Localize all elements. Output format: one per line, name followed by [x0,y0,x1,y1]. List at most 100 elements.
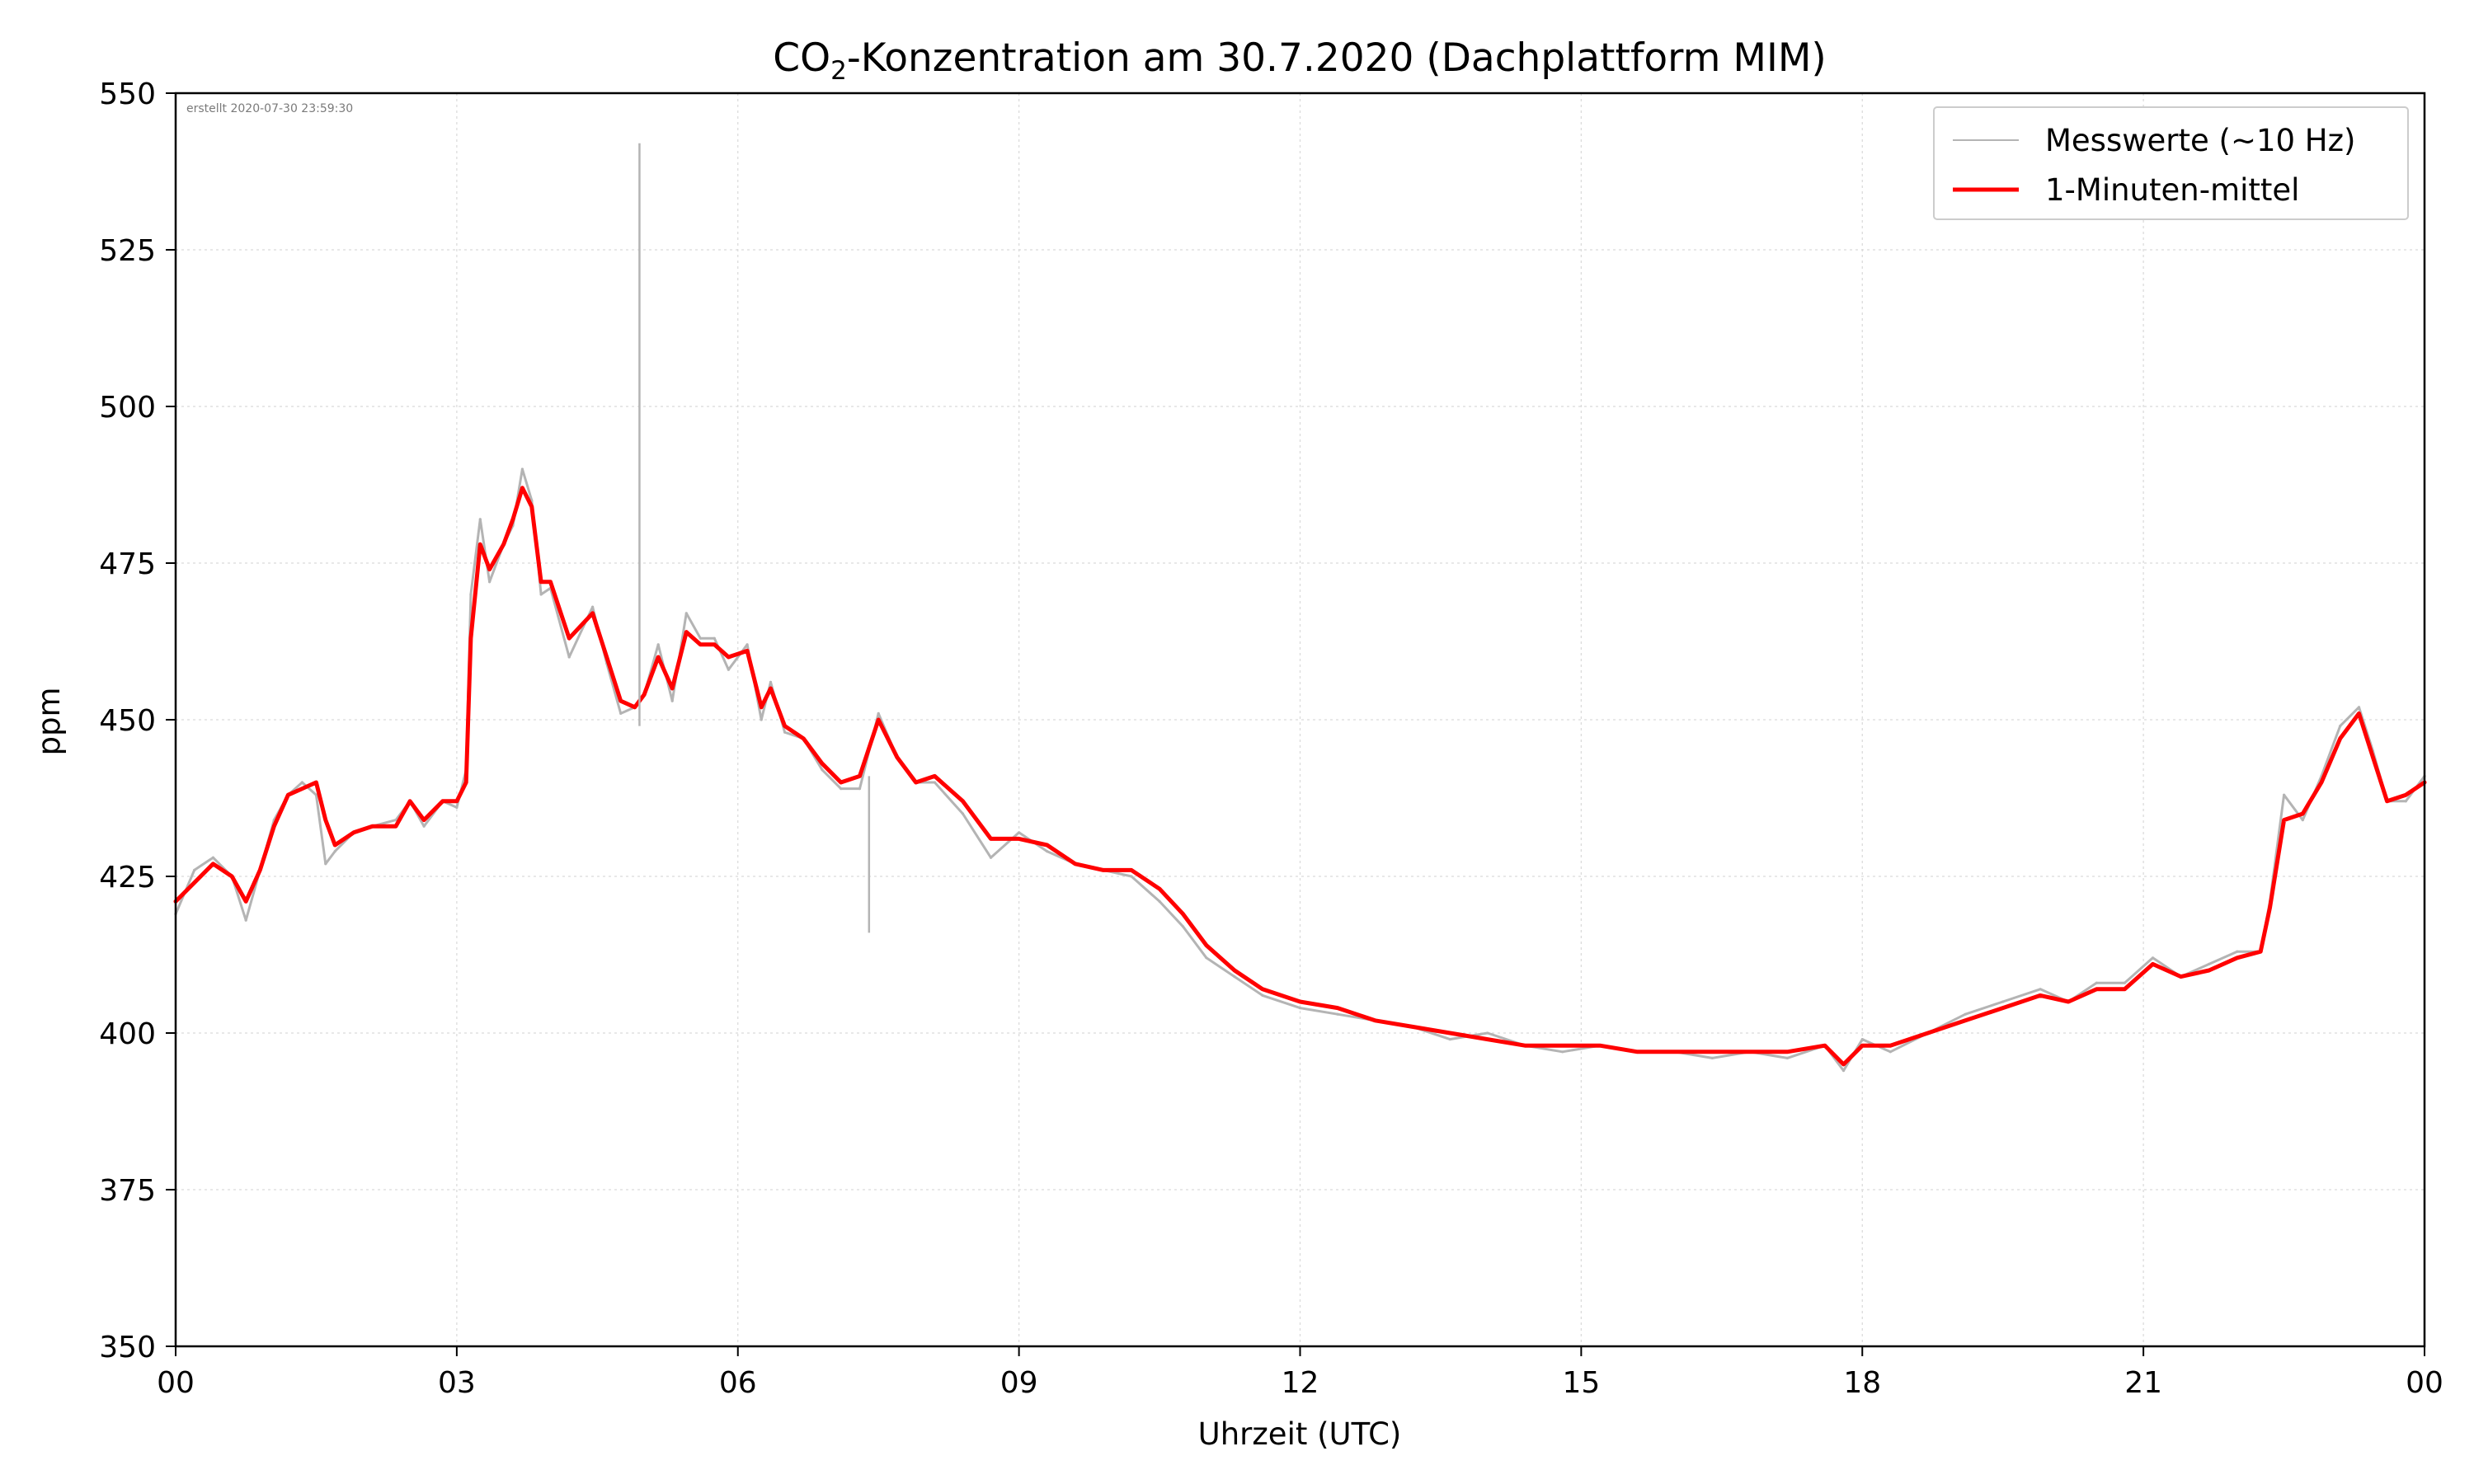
x-tick-label-5: 15 [1562,1366,1600,1400]
raw-data-point [989,856,993,859]
raw-data-point [1448,1038,1451,1041]
raw-data-point [769,680,773,684]
raw-data-point [211,856,214,859]
raw-data-point [2151,956,2155,960]
raw-data-point [1841,1069,1846,1073]
raw-data-point [1860,1038,1864,1041]
y-tick-label-8: 550 [99,77,156,111]
y-axis-label: ppm [31,687,67,755]
y-tick-label-4: 450 [99,704,156,738]
raw-data-point [745,643,749,646]
raw-data-point [783,730,787,734]
raw-data-point [2404,800,2407,803]
x-tick-label-8: 00 [2406,1366,2443,1400]
legend-frame [1933,106,2409,220]
raw-data-point [961,812,965,815]
raw-data-point [933,781,936,784]
axes: 00 03 06 09 12 15 18 21 003503754004254504755005… [99,77,2443,1400]
raw-data-point [300,781,303,784]
raw-data-point [840,787,843,791]
raw-data-point [760,718,763,721]
x-tick-label-7: 21 [2124,1366,2162,1400]
raw-data-point [1158,899,1161,903]
raw-data-point [567,655,571,659]
x-tick-label-1: 03 [438,1366,476,1400]
raw-data-point [670,699,674,702]
raw-data-point [1181,925,1185,928]
x-tick-label-2: 06 [719,1366,757,1400]
raw-data-point [713,636,716,640]
raw-data-point [2339,725,2342,728]
x-tick-label-4: 12 [1282,1366,1319,1400]
raw-data-point [1298,1007,1302,1010]
raw-data-point [2039,988,2042,991]
raw-data-point [2357,706,2361,709]
raw-data-point [324,862,327,866]
raw-data-point [314,793,317,796]
raw-data-point [2123,981,2126,984]
y-tick-label-3: 425 [99,861,156,895]
raw-data-point [1785,1056,1789,1059]
raw-data-point [1233,975,1236,979]
y-tick-label-1: 375 [99,1174,156,1208]
x-axis-label: Uhrzeit (UTC) [1198,1416,1402,1452]
raw-data-point [1205,956,1208,960]
y-tick-label-6: 500 [99,391,156,425]
title-prefix: CO [773,35,830,81]
title-subscript: 2 [830,56,847,86]
x-tick-label-0: 00 [157,1366,195,1400]
raw-data-point [2301,819,2304,822]
y-tick-label-5: 475 [99,547,156,581]
y-tick-label-7: 525 [99,234,156,268]
y-tick-label-0: 350 [99,1331,156,1364]
raw-data-point [1561,1050,1564,1054]
x-tick-label-6: 18 [1843,1366,1881,1400]
raw-data-point [684,612,688,615]
raw-data-point [1261,993,1264,997]
raw-data-point [333,850,336,853]
raw-data-point [469,593,473,596]
raw-data-point [619,711,623,716]
raw-data-point [1964,1012,1967,1016]
legend-raw-label: Messwerte (~10 Hz) [2045,123,2355,158]
title-suffix: -Konzentration am 30.7.2020 (Dachplattfo… [847,35,1827,81]
raw-data-point [1046,850,1049,853]
raw-data-point [1888,1050,1892,1054]
raw-data-point [2236,950,2239,953]
chart-credit: erstellt 2020-07-30 23:59:30 [186,102,353,115]
raw-data-point [821,768,824,772]
raw-data-point [244,918,247,922]
chart-title: CO2-Konzentration am 30.7.2020 (Dachplat… [773,35,1826,86]
y-tick-label-2: 400 [99,1017,156,1051]
raw-data-point [1486,1031,1489,1035]
raw-data-point [193,868,196,871]
raw-data-point [394,819,397,822]
raw-data-point [478,518,482,521]
x-tick-label-3: 09 [1000,1366,1038,1400]
raw-data-point [2208,962,2211,965]
raw-data-point [422,824,426,828]
raw-data-point [488,580,492,584]
raw-data-point [591,605,595,608]
raw-data-point [656,643,660,646]
raw-data-point [858,787,862,791]
raw-data-point [2001,1000,2005,1003]
raw-data-point [1336,1012,1339,1016]
raw-data-point [727,668,731,671]
raw-data-point [2095,981,2098,984]
raw-data-point [698,636,702,640]
raw-data-point [877,711,880,716]
raw-data-point [539,593,543,596]
raw-data-point [1130,875,1133,878]
raw-data-point [520,467,524,471]
raw-data-point [1710,1056,1714,1059]
raw-data-point [455,805,459,810]
mean-series-line [173,486,2427,1067]
raw-data-point [1018,831,1021,834]
legend-mean-label: 1-Minuten-mittel [2045,172,2299,208]
raw-data-point [2283,793,2286,796]
legend: Messwerte (~10 Hz) 1-Minuten-mittel [1933,106,2409,220]
